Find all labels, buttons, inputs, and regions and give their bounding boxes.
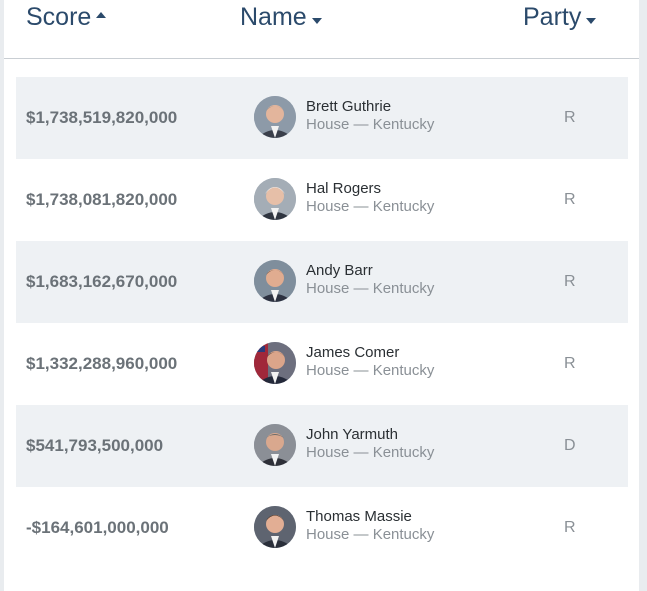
person-info: Thomas Massie House — Kentucky [306, 508, 434, 544]
table-row[interactable]: $541,793,500,000 John Yarmuth House — Ke… [16, 405, 628, 487]
party-header-label: Party [523, 3, 582, 31]
person-district: House — Kentucky [306, 444, 435, 461]
representatives-list: $1,738,519,820,000 Brett Guthrie House —… [16, 77, 628, 569]
score-value: $541,793,500,000 [26, 436, 164, 455]
table-row[interactable]: $1,738,081,820,000 Hal Rogers House — Ke… [16, 159, 628, 241]
person-district: House — Kentucky [306, 362, 435, 379]
score-value: $1,332,288,960,000 [26, 354, 178, 373]
representatives-panel: Score Name Party $1,738,519,820,000 Bret… [4, 0, 639, 591]
score-header-label: Score [26, 3, 92, 31]
person-name[interactable]: Andy Barr [306, 262, 373, 279]
caret-down-icon [311, 18, 322, 25]
table-row[interactable]: $1,683,162,670,000 Andy Barr House — Ken… [16, 241, 628, 323]
sort-by-name-header[interactable]: Name [240, 0, 322, 36]
score-value: $1,738,081,820,000 [26, 190, 178, 209]
score-value: $1,683,162,670,000 [26, 272, 178, 291]
avatar[interactable] [254, 506, 296, 548]
person-info: Hal Rogers House — Kentucky [306, 180, 434, 216]
person-name[interactable]: Hal Rogers [306, 180, 382, 197]
person-info: Andy Barr House — Kentucky [306, 262, 434, 298]
party-value: D [564, 437, 576, 454]
party-value: R [564, 519, 576, 536]
person-name[interactable]: Thomas Massie [306, 508, 412, 525]
person-district: House — Kentucky [306, 526, 435, 543]
person-name[interactable]: John Yarmuth [306, 426, 398, 443]
person-info: James Comer House — Kentucky [306, 344, 434, 380]
table-row[interactable]: -$164,601,000,000 Thomas Massie House — … [16, 487, 628, 569]
person-info: John Yarmuth House — Kentucky [306, 426, 434, 462]
table-row[interactable]: $1,332,288,960,000 James Comer House — K… [16, 323, 628, 405]
caret-down-icon [586, 18, 597, 25]
table-header: Score Name Party [4, 0, 639, 59]
party-value: R [564, 191, 576, 208]
party-value: R [564, 355, 576, 372]
caret-up-icon [96, 12, 107, 19]
avatar[interactable] [254, 178, 296, 220]
table-row[interactable]: $1,738,519,820,000 Brett Guthrie House —… [16, 77, 628, 159]
person-district: House — Kentucky [306, 116, 435, 133]
person-name[interactable]: James Comer [306, 344, 400, 361]
name-header-label: Name [240, 3, 307, 31]
party-value: R [564, 109, 576, 126]
sort-by-party-header[interactable]: Party [523, 0, 597, 36]
avatar[interactable] [254, 342, 296, 384]
person-name[interactable]: Brett Guthrie [306, 98, 392, 115]
avatar[interactable] [254, 96, 296, 138]
person-info: Brett Guthrie House — Kentucky [306, 98, 434, 134]
avatar[interactable] [254, 424, 296, 466]
score-value: -$164,601,000,000 [26, 518, 169, 537]
sort-by-score-header[interactable]: Score [26, 0, 107, 36]
party-value: R [564, 273, 576, 290]
person-district: House — Kentucky [306, 280, 435, 297]
avatar[interactable] [254, 260, 296, 302]
person-district: House — Kentucky [306, 198, 435, 215]
score-value: $1,738,519,820,000 [26, 108, 178, 127]
